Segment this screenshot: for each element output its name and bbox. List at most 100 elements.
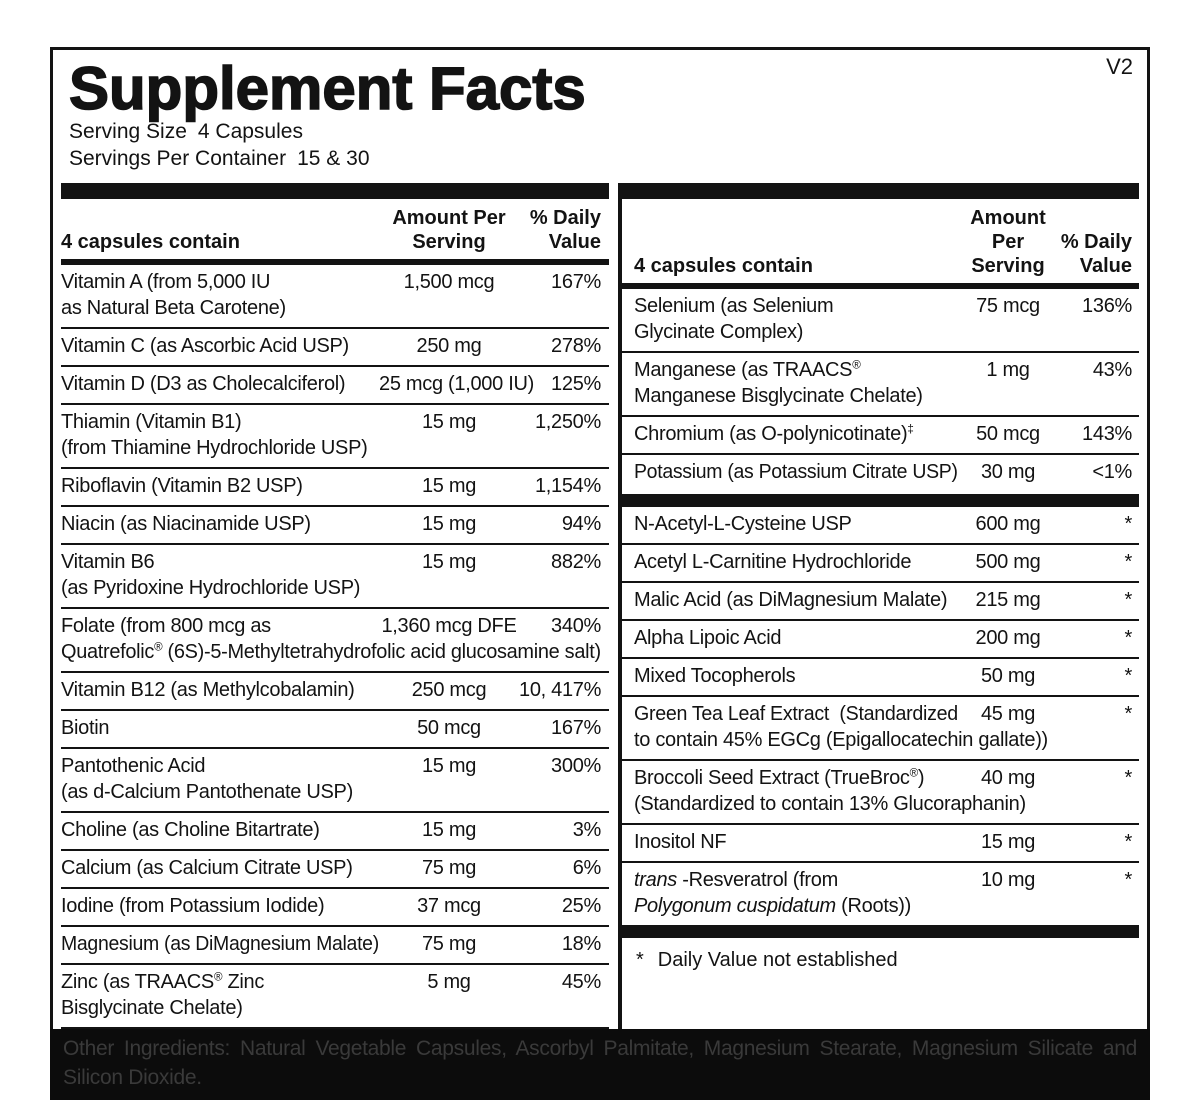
amount-per-serving: 45 mg bbox=[980, 703, 1036, 725]
amount-per-serving: 15 mg bbox=[421, 819, 477, 841]
nutrient-row: Folate (from 800 mcg as 1,360 mcg DFE 34… bbox=[61, 607, 609, 671]
other-ingredients-text: Other Ingredients: Natural Vegetable Cap… bbox=[63, 1037, 1137, 1089]
nutrient-name: Inositol NF bbox=[634, 831, 727, 853]
daily-value: 6% bbox=[572, 857, 602, 879]
amount-per-serving: 500 mg bbox=[975, 551, 1041, 573]
nutrient-name: Malic Acid (as DiMagnesium Malate) bbox=[634, 589, 948, 611]
amount-per-serving: 75 mg bbox=[421, 857, 477, 879]
nutrient-name: Broccoli Seed Extract (TrueBroc®) bbox=[634, 766, 925, 789]
daily-value: 882% bbox=[551, 551, 601, 573]
daily-value: * bbox=[1124, 665, 1133, 687]
header-amount-per-serving: Amount Per Serving bbox=[970, 207, 1046, 277]
nutrient-name-continued: Glycinate Complex) bbox=[634, 321, 804, 343]
daily-value: 3% bbox=[572, 819, 602, 841]
footnote-text: Daily Value not established bbox=[657, 949, 898, 971]
nutrient-name-continued: Bisglycinate Chelate) bbox=[61, 997, 243, 1019]
daily-value: 18% bbox=[561, 933, 601, 955]
amount-per-serving: 200 mg bbox=[975, 627, 1041, 649]
nutrient-row: Thiamin (Vitamin B1) 15 mg 1,250% (from … bbox=[61, 403, 609, 467]
daily-value: 45% bbox=[561, 971, 601, 993]
header-amount-per-serving: Amount Per Serving bbox=[392, 207, 506, 253]
daily-value: 167% bbox=[551, 271, 601, 293]
nutrient-name: Potassium (as Potassium Citrate USP) bbox=[634, 461, 958, 483]
nutrient-row: Malic Acid (as DiMagnesium Malate) 215 m… bbox=[622, 581, 1139, 619]
column-header-left: 4 capsules contain Amount Per Serving % … bbox=[61, 199, 609, 265]
nutrient-name: Alpha Lipoic Acid bbox=[634, 627, 782, 649]
amount-per-serving: 250 mcg bbox=[411, 679, 487, 701]
nutrient-row: Selenium (as Selenium 75 mcg 136% Glycin… bbox=[622, 289, 1139, 351]
daily-value: * bbox=[1124, 703, 1133, 725]
amount-per-serving: 25 mcg (1,000 IU) bbox=[379, 373, 534, 395]
daily-value: * bbox=[1124, 589, 1133, 611]
footnote-asterisk: * bbox=[636, 949, 644, 971]
nutrient-name: Chromium (as O-polynicotinate)‡ bbox=[634, 422, 914, 445]
amount-per-serving: 37 mcg bbox=[417, 895, 481, 917]
nutrient-name: trans -Resveratrol (from bbox=[634, 869, 838, 891]
nutrient-name: Green Tea Leaf Extract (Standardized bbox=[634, 703, 958, 725]
daily-value: * bbox=[1124, 627, 1133, 649]
serving-size-value: 4 Capsules bbox=[197, 120, 303, 143]
nutrient-name: Selenium (as Selenium bbox=[634, 295, 834, 317]
nutrient-row: Inositol NF 15 mg * bbox=[622, 823, 1139, 861]
amount-per-serving: 250 mg bbox=[416, 335, 482, 357]
amount-per-serving: 40 mg bbox=[980, 767, 1036, 789]
nutrient-name: Vitamin C (as Ascorbic Acid USP) bbox=[61, 335, 349, 357]
amount-per-serving: 15 mg bbox=[421, 551, 477, 573]
amount-per-serving: 10 mg bbox=[980, 869, 1036, 891]
nutrient-name: Niacin (as Niacinamide USP) bbox=[61, 513, 311, 535]
header-daily-value: % Daily Value bbox=[1060, 231, 1132, 277]
daily-value: 300% bbox=[551, 755, 601, 777]
nutrient-row: Manganese (as TRAACS® 1 mg 43% Manganese… bbox=[622, 351, 1139, 415]
serving-size-label: Serving Size bbox=[69, 120, 187, 143]
daily-value-footnote: * Daily Value not established bbox=[622, 938, 1139, 979]
daily-value: * bbox=[1124, 551, 1133, 573]
nutrient-name-continued: (Standardized to contain 13% Glucoraphan… bbox=[634, 793, 1026, 815]
servings-per-container-line: Servings Per Container 15 & 30 bbox=[69, 145, 1133, 172]
facts-column-right: 4 capsules contain Amount Per Serving % … bbox=[622, 183, 1139, 1029]
nutrient-name: Vitamin A (from 5,000 IU bbox=[61, 271, 271, 293]
nutrient-name-continued: Manganese Bisglycinate Chelate) bbox=[634, 385, 923, 407]
nutrient-row: Vitamin A (from 5,000 IU 1,500 mcg 167% … bbox=[61, 265, 609, 327]
amount-per-serving: 15 mg bbox=[421, 475, 477, 497]
nutrient-row: Mixed Tocopherols 50 mg * bbox=[622, 657, 1139, 695]
nutrient-row: Niacin (as Niacinamide USP) 15 mg 94% bbox=[61, 505, 609, 543]
nutrient-row: Green Tea Leaf Extract (Standardized 45 … bbox=[622, 695, 1139, 759]
nutrient-row: Vitamin D (D3 as Cholecalciferol) 25 mcg… bbox=[61, 365, 609, 403]
top-rule-left bbox=[61, 183, 609, 199]
servings-per-container-label: Servings Per Container bbox=[69, 147, 287, 170]
nutrient-name: Iodine (from Potassium Iodide) bbox=[61, 895, 325, 917]
daily-value: * bbox=[1124, 831, 1133, 853]
nutrient-name: Folate (from 800 mcg as bbox=[61, 615, 271, 637]
daily-value: 94% bbox=[561, 513, 601, 535]
daily-value: * bbox=[1124, 767, 1133, 789]
daily-value: 43% bbox=[1092, 359, 1132, 381]
nutrient-name-continued: as Natural Beta Carotene) bbox=[61, 297, 286, 319]
nutrient-row: N-Acetyl-L-Cysteine USP 600 mg * bbox=[622, 507, 1139, 543]
section-rule bbox=[622, 494, 1139, 507]
amount-per-serving: 75 mcg bbox=[976, 295, 1040, 317]
daily-value: 278% bbox=[551, 335, 601, 357]
amount-per-serving: 600 mg bbox=[975, 513, 1041, 535]
nutrient-row: Chromium (as O-polynicotinate)‡ 50 mcg 1… bbox=[622, 415, 1139, 453]
daily-value: 25% bbox=[561, 895, 601, 917]
nutrient-row: Vitamin B12 (as Methylcobalamin) 250 mcg… bbox=[61, 671, 609, 709]
nutrient-name-continued: Polygonum cuspidatum (Roots)) bbox=[634, 895, 911, 917]
nutrient-name: Vitamin B6 bbox=[61, 551, 155, 573]
servings-per-container-value: 15 & 30 bbox=[297, 147, 370, 170]
amount-per-serving: 15 mg bbox=[421, 411, 477, 433]
nutrient-row: Zinc (as TRAACS® Zinc 5 mg 45% Bisglycin… bbox=[61, 963, 609, 1027]
nutrient-name: Acetyl L-Carnitine Hydrochloride bbox=[634, 551, 912, 573]
nutrient-name: Vitamin D (D3 as Cholecalciferol) bbox=[61, 373, 346, 395]
amount-per-serving: 30 mg bbox=[980, 461, 1036, 483]
nutrient-name-continued: (as d-Calcium Pantothenate USP) bbox=[61, 781, 353, 803]
daily-value: 1,250% bbox=[534, 411, 601, 433]
column-divider bbox=[618, 183, 622, 1029]
amount-per-serving: 15 mg bbox=[421, 755, 477, 777]
nutrient-name: N-Acetyl-L-Cysteine USP bbox=[634, 513, 852, 535]
amount-per-serving: 50 mcg bbox=[976, 423, 1040, 445]
nutrient-name-continued: Quatrefolic® (6S)-5-Methyltetrahydrofoli… bbox=[61, 640, 601, 663]
amount-per-serving: 75 mg bbox=[421, 933, 477, 955]
daily-value: 340% bbox=[551, 615, 601, 637]
header-daily-value: % Daily Value bbox=[529, 207, 601, 253]
